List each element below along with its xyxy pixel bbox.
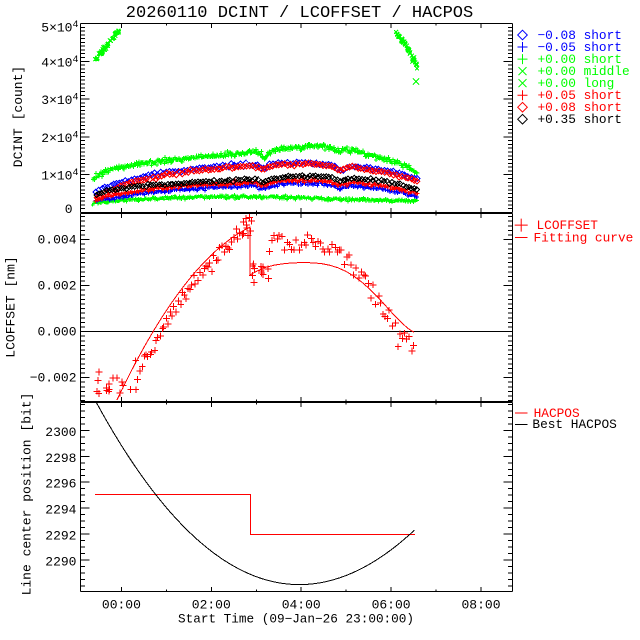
svg-text:2296: 2296 [45, 477, 76, 492]
svg-text:HACPOS: HACPOS [534, 406, 580, 421]
svg-text:0: 0 [65, 202, 73, 217]
svg-text:4: 4 [72, 55, 78, 66]
svg-text:LCOFFSET [nm]: LCOFFSET [nm] [4, 256, 19, 357]
svg-text:3×10: 3×10 [41, 93, 72, 108]
svg-text:2300: 2300 [45, 425, 76, 440]
svg-text:4: 4 [72, 168, 78, 179]
svg-text:2298: 2298 [45, 451, 76, 466]
svg-text:+0.08 short: +0.08 short [538, 100, 622, 115]
svg-text:−0.08 short: −0.08 short [538, 28, 622, 43]
svg-text:08:00: 08:00 [461, 598, 500, 613]
svg-text:Fitting curve: Fitting curve [534, 230, 634, 245]
svg-text:Start Time (09−Jan−26 23:00:00: Start Time (09−Jan−26 23:00:00) [178, 612, 414, 627]
svg-text:Best HACPOS: Best HACPOS [532, 417, 617, 432]
svg-text:2292: 2292 [45, 529, 76, 544]
svg-text:20260110 DCINT / LCOFFSET / HA: 20260110 DCINT / LCOFFSET / HACPOS [126, 4, 474, 23]
svg-text:+0.35 short: +0.35 short [538, 112, 622, 127]
svg-text:4: 4 [72, 130, 78, 141]
svg-text:2294: 2294 [45, 503, 76, 518]
svg-text:+0.00 middle: +0.00 middle [538, 64, 630, 79]
svg-text:02:00: 02:00 [192, 598, 231, 613]
svg-text:LCOFFSET: LCOFFSET [537, 218, 599, 233]
svg-text:0.000: 0.000 [37, 324, 76, 339]
svg-text:4: 4 [72, 20, 78, 31]
svg-text:04:00: 04:00 [282, 598, 321, 613]
svg-text:00:00: 00:00 [102, 598, 141, 613]
svg-text:4: 4 [72, 93, 78, 104]
svg-text:2×10: 2×10 [41, 131, 72, 146]
svg-text:1×10: 1×10 [41, 169, 72, 184]
svg-text:2290: 2290 [45, 554, 76, 569]
svg-text:Line center position [bit]: Line center position [bit] [20, 393, 35, 596]
svg-text:DCINT [count]: DCINT [count] [11, 66, 26, 167]
svg-text:4×10: 4×10 [41, 55, 72, 70]
svg-text:06:00: 06:00 [372, 598, 411, 613]
svg-text:5×10: 5×10 [41, 21, 72, 36]
svg-text:−0.05 short: −0.05 short [538, 40, 622, 55]
svg-text:−0.002: −0.002 [30, 370, 77, 385]
svg-text:+0.00 short: +0.00 short [538, 52, 622, 67]
svg-text:0.002: 0.002 [37, 278, 76, 293]
svg-text:+0.05 short: +0.05 short [538, 88, 622, 103]
svg-text:+0.00 long: +0.00 long [538, 76, 615, 91]
svg-text:0.004: 0.004 [37, 232, 76, 247]
